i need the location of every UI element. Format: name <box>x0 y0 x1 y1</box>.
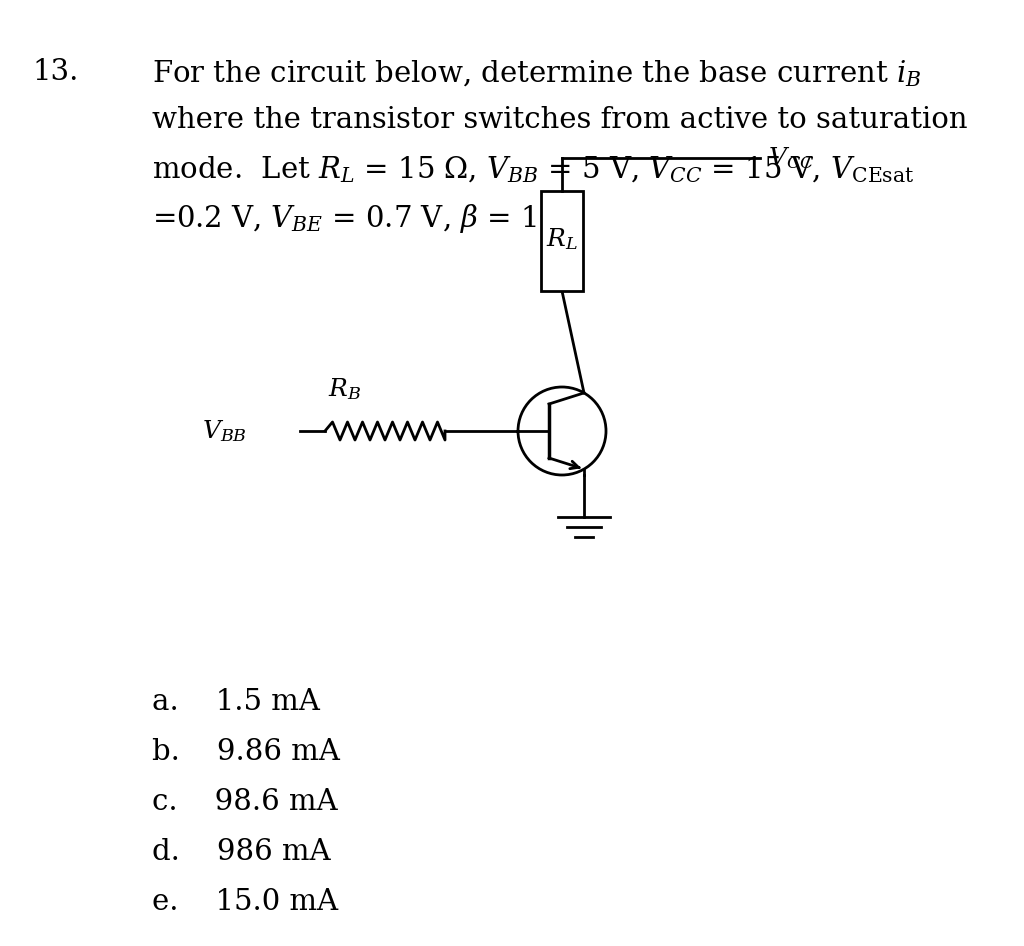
Text: $V_{BB}$: $V_{BB}$ <box>202 418 247 444</box>
Text: a.    1.5 mA: a. 1.5 mA <box>152 688 319 716</box>
Text: b.    9.86 mA: b. 9.86 mA <box>152 738 340 766</box>
FancyBboxPatch shape <box>541 191 583 291</box>
Text: mode.  Let $R_L$ = 15 $\Omega$, $V_{BB}$ = 5 V, $V_{CC}$ = 15 V, $V_{\mathrm{CEs: mode. Let $R_L$ = 15 $\Omega$, $V_{BB}$ … <box>152 154 914 184</box>
Text: $R_L$: $R_L$ <box>546 226 578 252</box>
Text: c.    98.6 mA: c. 98.6 mA <box>152 788 338 816</box>
Text: For the circuit below, determine the base current $i_B$: For the circuit below, determine the bas… <box>152 58 922 89</box>
Text: e.    15.0 mA: e. 15.0 mA <box>152 888 338 916</box>
Text: where the transistor switches from active to saturation: where the transistor switches from activ… <box>152 106 968 134</box>
Text: d.    986 mA: d. 986 mA <box>152 838 331 866</box>
Text: =0.2 V, $V_{BE}$ = 0.7 V, $\beta$ = 100: =0.2 V, $V_{BE}$ = 0.7 V, $\beta$ = 100 <box>152 202 575 235</box>
Text: $V_{CC}$: $V_{CC}$ <box>768 145 814 171</box>
Text: 13.: 13. <box>32 58 79 86</box>
Text: $R_B$: $R_B$ <box>329 377 361 402</box>
